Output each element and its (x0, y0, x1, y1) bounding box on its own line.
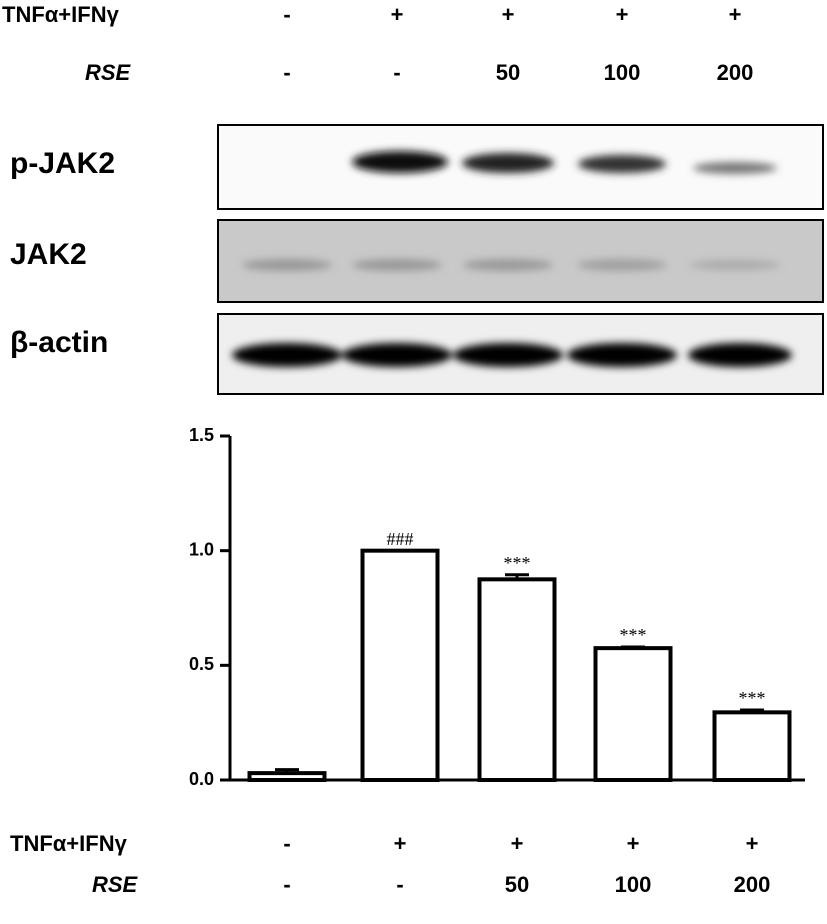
row-value: 200 (734, 872, 771, 897)
row-value: - (393, 60, 400, 85)
row-value: + (746, 831, 759, 856)
band (453, 343, 563, 367)
band (462, 153, 554, 173)
row-value: + (729, 2, 742, 27)
bar (360, 548, 440, 783)
row-value: - (283, 872, 290, 897)
band (693, 162, 777, 174)
error-bar (740, 708, 764, 713)
row-value: 200 (717, 60, 754, 85)
error-bar (505, 573, 529, 580)
bar (593, 646, 673, 783)
bar (712, 710, 792, 783)
band (688, 343, 792, 367)
bar-label: *** (504, 553, 531, 573)
bar (477, 577, 557, 782)
bar-label: *** (739, 688, 766, 708)
row-value: - (283, 2, 290, 27)
row-value: + (502, 2, 515, 27)
error-bar (275, 768, 299, 774)
y-tick-label: 1.5 (189, 425, 214, 445)
band (690, 260, 780, 270)
band (567, 343, 677, 367)
row-value: - (283, 60, 290, 85)
y-tick-label: 0.5 (189, 654, 214, 674)
band (242, 259, 332, 271)
row-value: + (394, 831, 407, 856)
row-value: + (616, 2, 629, 27)
band-label: β-actin (10, 326, 108, 359)
band (352, 151, 448, 173)
band-label: JAK2 (10, 238, 87, 271)
row-value: + (627, 831, 640, 856)
band (342, 343, 452, 367)
band (577, 259, 667, 271)
row-label: RSE (85, 60, 132, 85)
bar (247, 771, 327, 782)
row-value: 100 (604, 60, 641, 85)
row-value: - (283, 831, 290, 856)
band (232, 343, 342, 367)
band-label: p-JAK2 (10, 147, 115, 180)
bar-label: *** (620, 625, 647, 645)
band (578, 155, 666, 173)
y-tick-label: 1.0 (189, 539, 214, 559)
row-value: + (391, 2, 404, 27)
error-bar (621, 645, 645, 649)
row-value: - (396, 872, 403, 897)
band (352, 259, 442, 271)
y-tick-label: 0.0 (189, 769, 214, 789)
row-value: 100 (615, 872, 652, 897)
row-label: TNFα+IFNγ (2, 2, 120, 27)
row-value: 50 (505, 872, 529, 897)
bands (232, 151, 792, 367)
band (463, 259, 553, 271)
row-value: + (511, 831, 524, 856)
row-label: TNFα+IFNγ (10, 831, 128, 856)
bar-label: ### (387, 529, 414, 549)
row-value: 50 (496, 60, 520, 85)
blot-panels (217, 124, 824, 395)
row-label: RSE (92, 872, 139, 897)
